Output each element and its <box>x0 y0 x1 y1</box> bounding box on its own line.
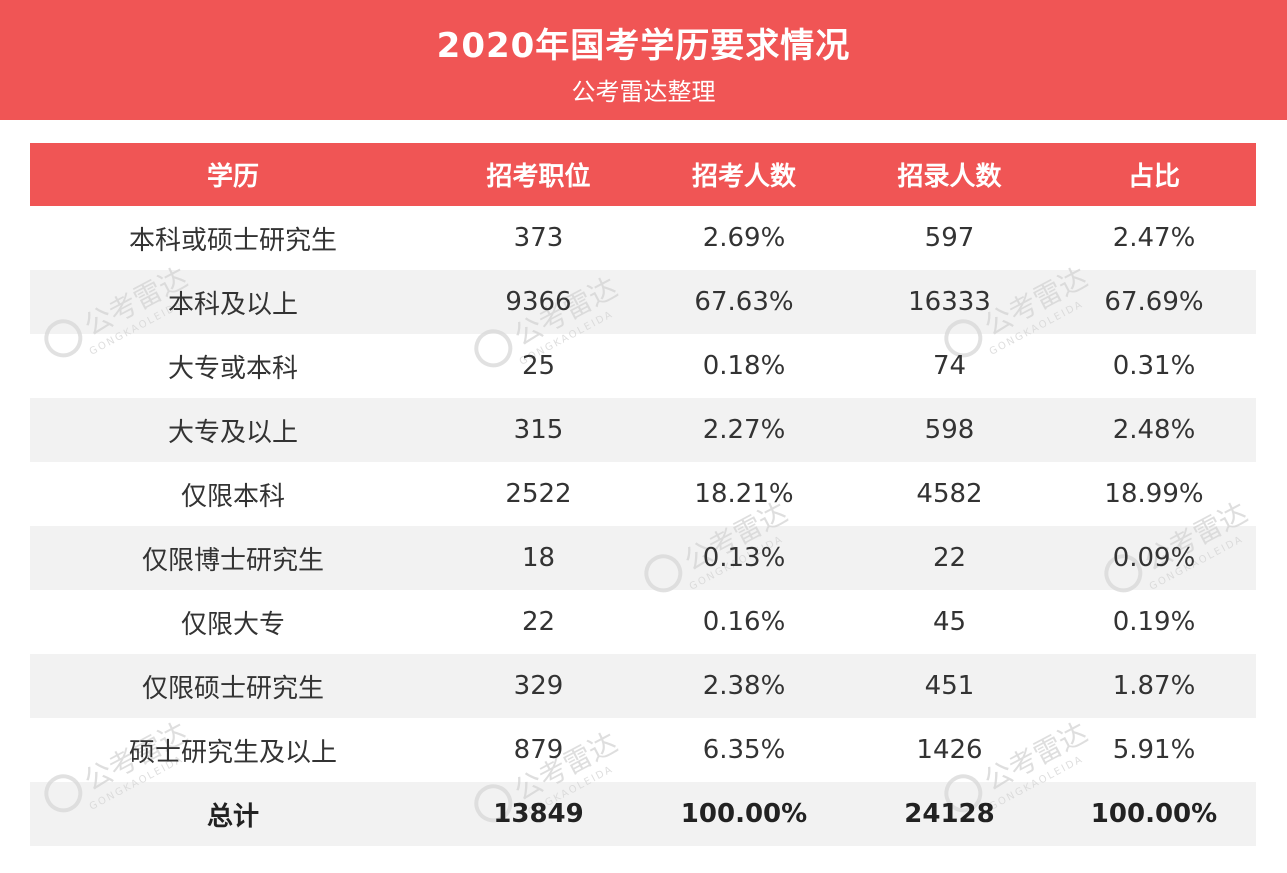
cell-education: 本科或硕士研究生 <box>128 225 337 256</box>
table-row: 大专及以上 315 2.27% 598 2.48% <box>30 398 1256 462</box>
header-recruits-share: 招考人数 <box>691 162 796 192</box>
cell-positions: 25 <box>521 351 556 381</box>
cell-recruits-share: 6.35% <box>702 735 786 765</box>
cell-recruits-share: 2.27% <box>702 415 786 445</box>
cell-education: 仅限博士研究生 <box>141 545 324 576</box>
cell-positions: 2522 <box>505 479 572 509</box>
page-title: 2020年国考学历要求情况 <box>436 26 851 66</box>
header-ratio: 占比 <box>1127 162 1180 192</box>
table-row: 本科或硕士研究生 373 2.69% 597 2.47% <box>30 206 1256 270</box>
table-total-row: 总计 13849 100.00% 24128 100.00% <box>30 782 1256 846</box>
total-hired: 24128 <box>904 799 995 829</box>
cell-education: 仅限硕士研究生 <box>141 673 324 704</box>
cell-positions: 329 <box>513 671 564 701</box>
cell-hired: 1426 <box>916 735 983 765</box>
cell-ratio: 0.09% <box>1112 543 1196 573</box>
cell-hired: 22 <box>932 543 967 573</box>
header-positions: 招考职位 <box>486 162 591 192</box>
page-subtitle: 公考雷达整理 <box>571 78 716 106</box>
cell-education: 仅限本科 <box>180 481 285 512</box>
cell-recruits-share: 0.18% <box>702 351 786 381</box>
header-hired: 招录人数 <box>897 162 1002 192</box>
cell-positions: 22 <box>521 607 556 637</box>
header-banner: 2020年国考学历要求情况 公考雷达整理 <box>0 0 1287 120</box>
cell-hired: 45 <box>932 607 967 637</box>
table-row: 仅限硕士研究生 329 2.38% 451 1.87% <box>30 654 1256 718</box>
cell-ratio: 67.69% <box>1104 287 1204 317</box>
table-row: 仅限大专 22 0.16% 45 0.19% <box>30 590 1256 654</box>
table-row: 大专或本科 25 0.18% 74 0.31% <box>30 334 1256 398</box>
table-row: 硕士研究生及以上 879 6.35% 1426 5.91% <box>30 718 1256 782</box>
table-row: 本科及以上 9366 67.63% 16333 67.69% <box>30 270 1256 334</box>
total-recruits-share: 100.00% <box>680 799 808 829</box>
cell-positions: 18 <box>521 543 556 573</box>
cell-recruits-share: 0.16% <box>702 607 786 637</box>
cell-ratio: 5.91% <box>1112 735 1196 765</box>
cell-ratio: 0.31% <box>1112 351 1196 381</box>
cell-education: 大专或本科 <box>167 353 298 384</box>
total-label: 总计 <box>206 801 259 832</box>
education-table: 学历 招考职位 招考人数 招录人数 占比 本科或硕士研究生 373 2.69% … <box>30 143 1256 846</box>
cell-hired: 16333 <box>908 287 991 317</box>
cell-recruits-share: 0.13% <box>702 543 786 573</box>
cell-ratio: 2.48% <box>1112 415 1196 445</box>
total-positions: 13849 <box>493 799 584 829</box>
cell-recruits-share: 2.69% <box>702 223 786 253</box>
cell-positions: 9366 <box>505 287 572 317</box>
cell-recruits-share: 18.21% <box>694 479 794 509</box>
cell-hired: 598 <box>924 415 975 445</box>
cell-positions: 879 <box>513 735 564 765</box>
table-row: 仅限本科 2522 18.21% 4582 18.99% <box>30 462 1256 526</box>
cell-recruits-share: 2.38% <box>702 671 786 701</box>
cell-hired: 74 <box>932 351 967 381</box>
cell-ratio: 2.47% <box>1112 223 1196 253</box>
cell-ratio: 18.99% <box>1104 479 1204 509</box>
cell-ratio: 0.19% <box>1112 607 1196 637</box>
cell-education: 本科及以上 <box>167 289 298 320</box>
cell-positions: 373 <box>513 223 564 253</box>
cell-hired: 4582 <box>916 479 983 509</box>
cell-ratio: 1.87% <box>1112 671 1196 701</box>
cell-recruits-share: 67.63% <box>694 287 794 317</box>
cell-education: 大专及以上 <box>167 417 298 448</box>
table-header-row: 学历 招考职位 招考人数 招录人数 占比 <box>30 143 1256 206</box>
cell-positions: 315 <box>513 415 564 445</box>
cell-hired: 451 <box>924 671 975 701</box>
cell-education: 仅限大专 <box>180 609 285 640</box>
cell-education: 硕士研究生及以上 <box>128 737 337 768</box>
total-ratio: 100.00% <box>1090 799 1218 829</box>
cell-hired: 597 <box>924 223 975 253</box>
header-education: 学历 <box>206 162 259 192</box>
table-row: 仅限博士研究生 18 0.13% 22 0.09% <box>30 526 1256 590</box>
